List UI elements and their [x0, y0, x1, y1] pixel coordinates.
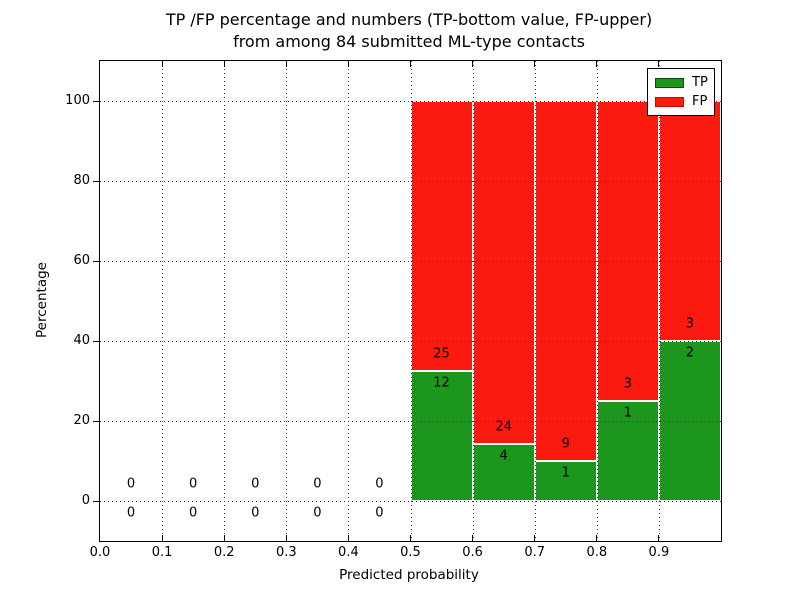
x-tick-label: 0.8 [586, 545, 608, 560]
x-tick-mark [596, 61, 598, 67]
x-tick-label: 0.5 [400, 545, 421, 560]
x-tick-mark [472, 61, 474, 67]
y-tick-mark [93, 100, 100, 102]
legend-item-tp: TP [655, 73, 714, 92]
fp-bar-segment [658, 101, 721, 341]
x-tick-mark [534, 535, 536, 541]
fp-bar-segment [410, 101, 473, 372]
x-tick-mark [410, 535, 411, 541]
x-tick-mark [161, 535, 163, 541]
tp-count-annotation: 2 [685, 345, 695, 361]
tp-count-annotation: 0 [126, 505, 136, 521]
fp-legend-swatch [655, 96, 684, 107]
y-tick-label: 80 [73, 173, 90, 188]
v-gridline [472, 61, 474, 541]
y-tick-label: 60 [73, 253, 90, 268]
x-tick-label: 0.6 [462, 545, 483, 560]
y-tick-label: 0 [81, 493, 90, 508]
v-gridline [162, 61, 164, 541]
fp-count-annotation: 24 [495, 419, 512, 435]
tp-legend-swatch [655, 77, 684, 88]
v-gridline [224, 61, 226, 541]
x-tick-mark [658, 535, 660, 541]
fp-count-annotation: 3 [685, 316, 695, 332]
x-tick-mark [285, 61, 287, 67]
y-tick-mark [93, 260, 100, 262]
tp-bar-segment [596, 401, 659, 501]
y-tick-mark [93, 420, 100, 422]
fp-legend-label: FP [692, 94, 708, 109]
y-tick-label: 40 [73, 333, 90, 348]
v-gridline [596, 61, 598, 541]
legend: TP FP [647, 68, 715, 116]
y-tick-label: 20 [73, 413, 90, 428]
y-axis-label: Percentage [34, 262, 50, 338]
v-gridline [348, 61, 350, 541]
tp-count-annotation: 0 [251, 505, 260, 521]
chart-title-line2: from among 84 submitted ML-type contacts [233, 32, 585, 51]
v-gridline [534, 61, 536, 541]
fp-count-annotation: 0 [251, 476, 260, 492]
x-tick-mark [410, 61, 411, 67]
x-tick-mark [347, 535, 349, 541]
y-tick-mark [93, 340, 100, 342]
tp-legend-label: TP [692, 75, 708, 90]
x-tick-mark [658, 61, 660, 67]
fp-count-annotation: 9 [561, 436, 570, 452]
x-tick-mark [223, 535, 225, 541]
x-tick-mark [347, 61, 349, 67]
x-tick-label: 0.4 [338, 545, 359, 560]
chart-title: TP /FP percentage and numbers (TP-bottom… [166, 9, 652, 53]
x-tick-mark [285, 535, 287, 541]
tp-count-annotation: 1 [623, 405, 632, 421]
chart-title-line1: TP /FP percentage and numbers (TP-bottom… [165, 10, 653, 29]
v-gridline [410, 61, 412, 541]
fp-bar-segment [534, 101, 597, 461]
legend-item-fp: FP [655, 92, 714, 111]
tp-count-annotation: 1 [561, 465, 570, 481]
x-tick-label: 0.2 [213, 545, 235, 560]
fp-bar-segment [596, 101, 659, 401]
x-tick-label: 0.1 [151, 545, 173, 560]
v-gridline [286, 61, 288, 541]
v-gridline [658, 61, 660, 541]
y-tick-label: 100 [65, 93, 90, 108]
tp-count-annotation: 0 [313, 505, 322, 521]
fp-count-annotation: 25 [433, 346, 450, 362]
tp-count-annotation: 12 [433, 375, 450, 391]
x-tick-mark [472, 535, 474, 541]
fp-count-annotation: 0 [126, 476, 136, 492]
x-axis-label: Predicted probability [339, 567, 479, 583]
x-tick-mark [223, 61, 225, 67]
tp-count-annotation: 0 [189, 505, 198, 521]
fp-count-annotation: 0 [313, 476, 322, 492]
fp-count-annotation: 0 [375, 476, 384, 492]
fp-count-annotation: 0 [189, 476, 198, 492]
tp-bar-segment [472, 443, 535, 501]
x-tick-label: 0.7 [524, 545, 546, 560]
x-tick-mark [534, 61, 536, 67]
tp-count-annotation: 0 [375, 505, 384, 521]
y-tick-mark [93, 180, 100, 182]
y-tick-mark [93, 500, 100, 502]
x-tick-label: 0.3 [275, 545, 297, 560]
x-tick-label: 0.0 [89, 545, 111, 560]
x-tick-mark [161, 61, 163, 67]
x-tick-label: 0.9 [648, 545, 670, 560]
tp-count-annotation: 4 [499, 448, 508, 464]
fp-bar-segment [472, 101, 535, 444]
x-tick-mark [596, 535, 598, 541]
fp-count-annotation: 3 [623, 376, 632, 392]
plot-area: 0 20 40 60 80 100 0.0 0.1 0.2 0.3 0.4 0.5 0.6 0.7 0.8 0… [65, 60, 722, 560]
